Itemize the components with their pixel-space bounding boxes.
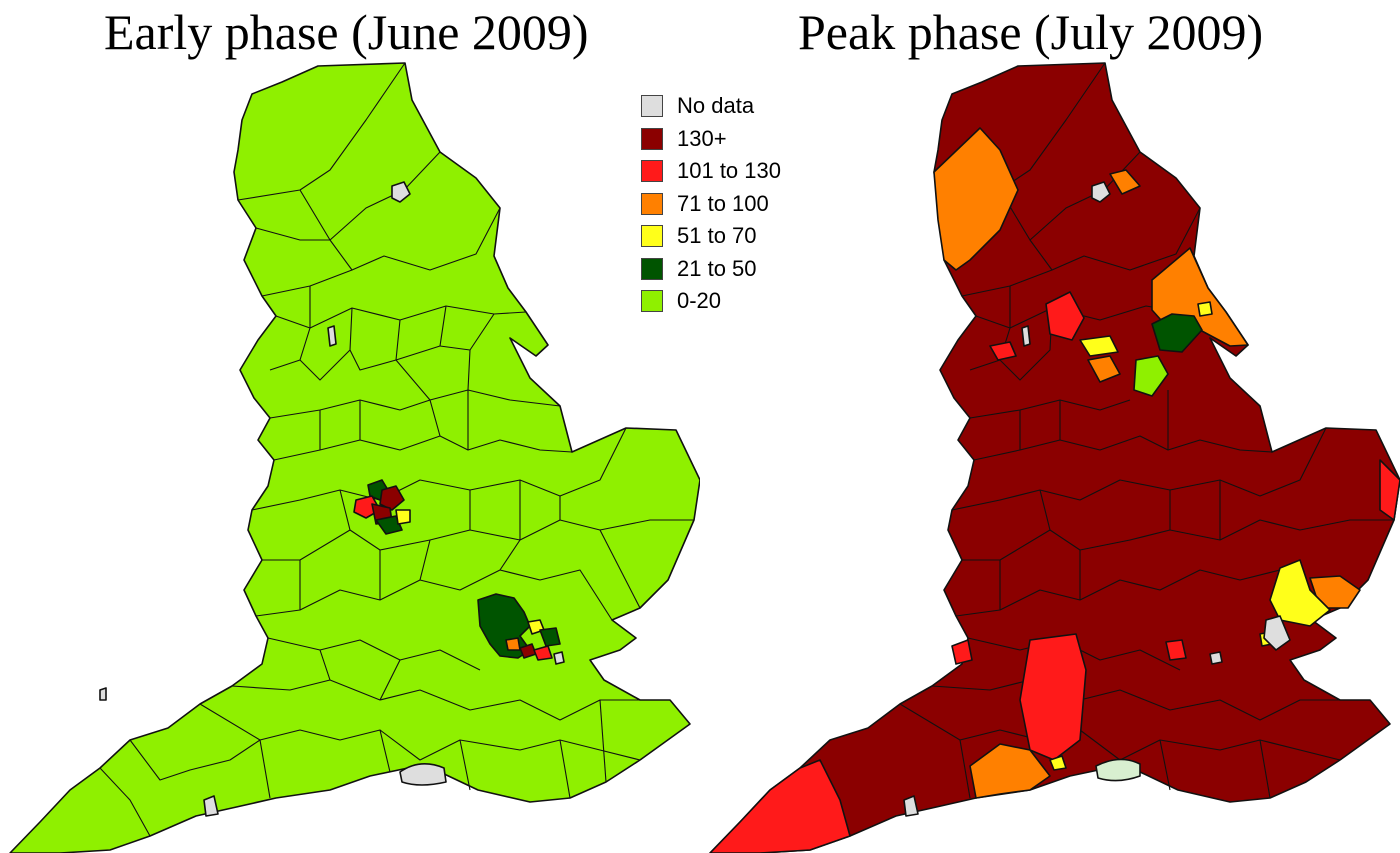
legend-swatch-51-70	[641, 225, 663, 248]
legend: No data 130+ 101 to 130 71 to 100 51 to …	[641, 90, 781, 318]
region-51-70-peak-south	[1049, 755, 1067, 771]
no-data-regions-peak	[903, 181, 1291, 817]
cluster-midlands-early	[353, 479, 411, 535]
region-no-data-peak-3	[1263, 615, 1291, 651]
legend-swatch-21-50	[641, 257, 663, 280]
legend-label-21-50: 21 to 50	[677, 255, 757, 281]
legend-item-no-data: No data	[641, 90, 781, 123]
region-51-70-peak-north	[1079, 335, 1119, 357]
peak-phase-map	[709, 62, 1400, 853]
cluster-london-early	[477, 593, 561, 661]
peak-phase-title: Peak phase (July 2009)	[798, 4, 1264, 60]
map-region-early-base	[9, 62, 700, 853]
early-phase-map	[9, 62, 700, 853]
legend-item-130-plus: 130+	[641, 123, 781, 156]
region-0-20-peak	[1133, 355, 1169, 397]
region-71-100-early	[505, 637, 521, 651]
legend-item-71-100: 71 to 100	[641, 188, 781, 221]
region-no-data-early-1	[391, 181, 411, 203]
legend-label-no-data: No data	[677, 93, 755, 119]
region-71-100-peak-north	[933, 127, 1019, 271]
green-regions-peak	[1095, 313, 1203, 782]
region-boundaries-peak	[899, 62, 1394, 799]
region-no-data-peak-2	[1021, 325, 1031, 347]
region-71-100-peak-sw	[969, 743, 1051, 799]
legend-label-130-plus: 130+	[677, 125, 727, 151]
legend-swatch-71-100	[641, 192, 663, 215]
region-101-130-peak-sm	[1165, 639, 1187, 661]
region-no-data-early-4	[399, 763, 447, 786]
region-71-100-peak-mid	[1087, 355, 1121, 383]
region-21-50-early-4	[539, 627, 561, 647]
region-no-data-early-3	[553, 651, 565, 665]
region-101-130-peak-sw	[709, 759, 851, 853]
region-101-130-peak-central-south	[1019, 633, 1087, 761]
region-21-50-peak	[1151, 313, 1203, 353]
red-regions-peak	[709, 291, 1400, 853]
region-51-70-peak-ne	[1197, 301, 1213, 317]
legend-swatch-101-130	[641, 160, 663, 183]
region-101-130-peak-east-tip	[1379, 459, 1400, 521]
legend-item-51-70: 51 to 70	[641, 220, 781, 253]
legend-swatch-no-data	[641, 95, 663, 118]
region-101-130-peak-north	[1045, 291, 1085, 341]
legend-item-0-20: 0-20	[641, 285, 781, 318]
early-phase-title: Early phase (June 2009)	[104, 4, 589, 60]
legend-label-71-100: 71 to 100	[677, 190, 769, 216]
legend-label-101-130: 101 to 130	[677, 158, 781, 184]
legend-item-101-130: 101 to 130	[641, 155, 781, 188]
legend-label-0-20: 0-20	[677, 288, 722, 314]
region-101-130-early-2	[533, 645, 553, 661]
region-no-data-peak-4	[903, 795, 919, 817]
region-no-data-peak-5	[1209, 651, 1223, 665]
region-130plus-early	[379, 485, 405, 511]
region-71-100-peak-ne	[1109, 169, 1141, 195]
region-0-20-peak-iow	[1095, 758, 1141, 782]
region-no-data-early-6	[99, 687, 107, 701]
legend-label-51-70: 51 to 70	[677, 223, 757, 249]
england-outline-early	[9, 62, 700, 853]
region-no-data-early-2	[327, 325, 337, 347]
region-no-data-peak-1	[1091, 181, 1111, 203]
region-101-130-peak-mid	[989, 341, 1017, 361]
legend-swatch-130-plus	[641, 127, 663, 150]
legend-swatch-0-20	[641, 290, 663, 313]
region-21-50-early-2	[375, 515, 403, 535]
region-51-70-peak-east	[1269, 559, 1331, 627]
region-51-70-early	[395, 509, 411, 525]
region-boundaries-early	[99, 62, 694, 837]
legend-item-21-50: 21 to 50	[641, 253, 781, 286]
region-no-data-early-5	[203, 795, 219, 817]
no-data-regions-early	[99, 181, 565, 817]
region-101-130-peak-wm	[951, 639, 973, 665]
